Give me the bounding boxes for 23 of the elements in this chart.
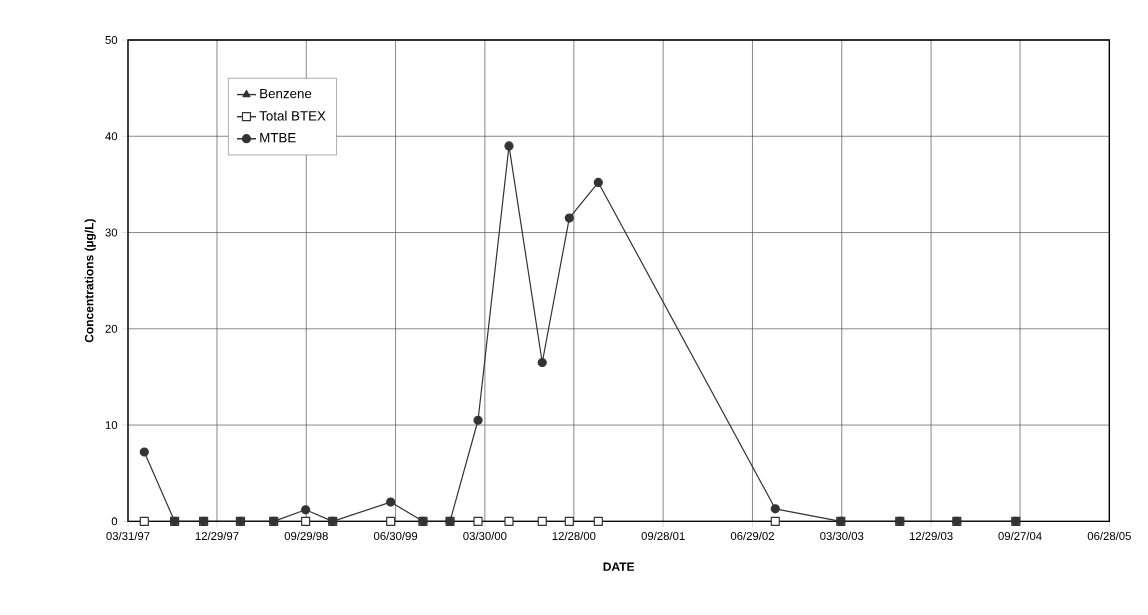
x-tick-label: 03/30/00 [463, 531, 507, 541]
x-tick-label: 09/28/01 [641, 531, 685, 541]
legend-label: MTBE [260, 133, 296, 143]
y-tick-label: 40 [105, 132, 118, 141]
x-tick-label: 03/30/03 [820, 531, 864, 541]
x-tick-label: 03/31/97 [106, 531, 150, 541]
x-tick-label: 06/28/05 [1087, 531, 1131, 541]
x-axis-title: DATE [603, 562, 635, 571]
y-axis-title: Concentrations (µg/L) [84, 219, 96, 343]
y-tick-label: 20 [105, 324, 118, 333]
y-tick-label: 30 [105, 228, 118, 237]
y-tick-label: 0 [111, 517, 118, 526]
y-tick-label: 50 [105, 36, 118, 45]
x-tick-label: 12/28/00 [552, 531, 596, 541]
legend-label: Total BTEX [259, 110, 326, 121]
x-tick-label: 06/29/02 [730, 531, 774, 541]
x-tick-label: 12/29/97 [195, 531, 239, 541]
x-tick-label: 09/29/98 [284, 531, 328, 541]
x-tick-label: 12/29/03 [909, 531, 953, 541]
x-tick-label: 06/30/99 [373, 531, 418, 541]
y-tick-label: 10 [105, 421, 118, 430]
legend-label: Benzene [260, 89, 312, 99]
x-tick-label: 09/27/04 [998, 531, 1042, 541]
